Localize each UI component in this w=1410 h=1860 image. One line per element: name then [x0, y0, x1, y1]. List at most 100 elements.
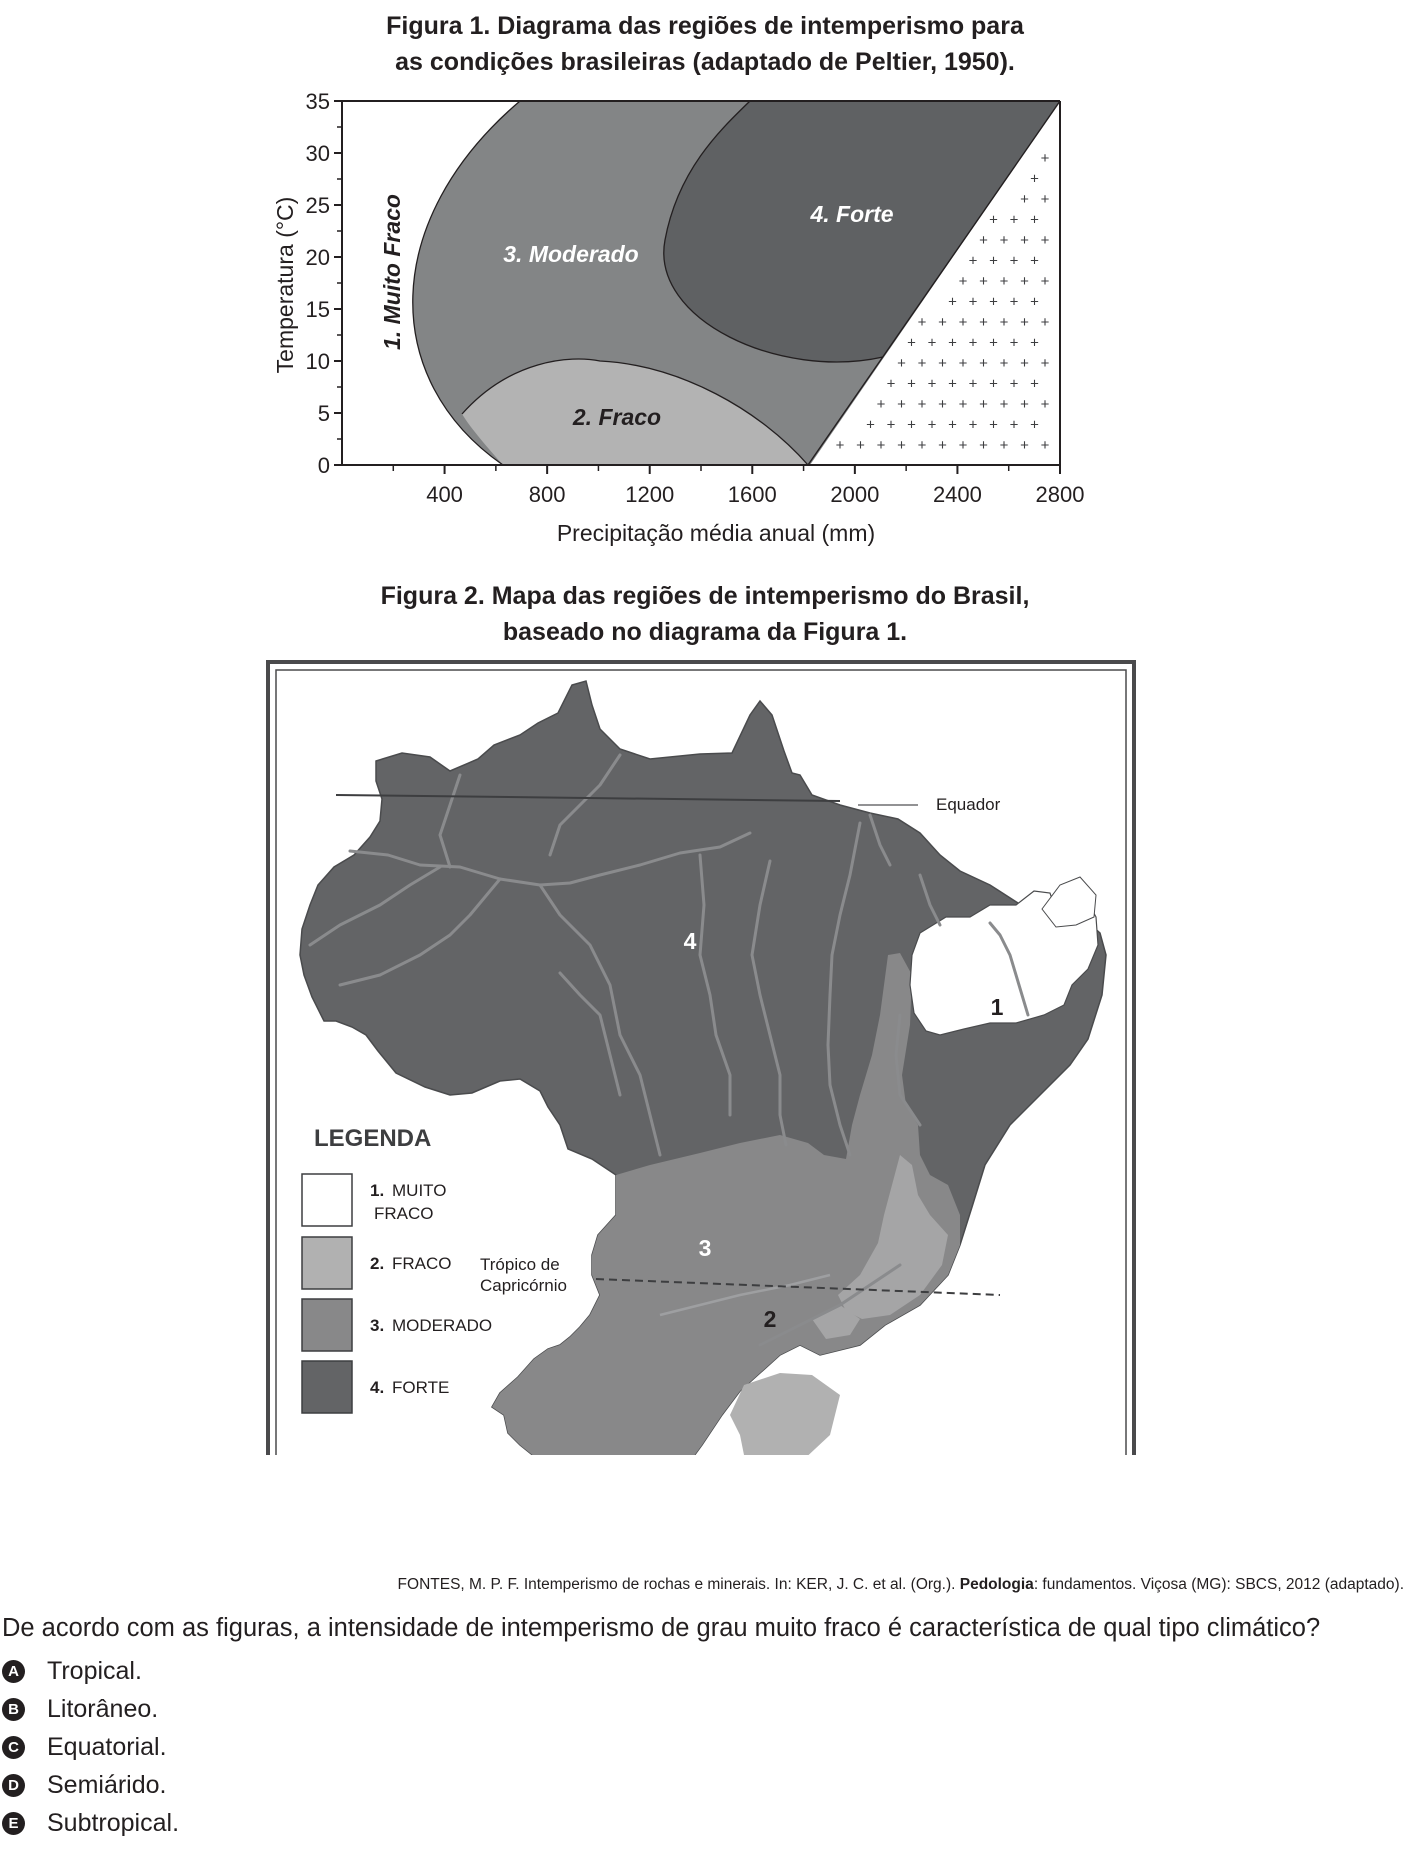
- plus-mark: +: [979, 314, 988, 331]
- plus-mark: +: [1000, 314, 1009, 331]
- y-tick-label: 35: [306, 89, 330, 114]
- plus-mark: +: [959, 355, 968, 372]
- plus-mark: +: [1000, 232, 1009, 249]
- legend-label-3: MODERADO: [392, 1316, 492, 1335]
- plus-mark: +: [1041, 437, 1050, 454]
- source-citation: FONTES, M. P. F. Intemperismo de rochas …: [0, 1576, 1404, 1594]
- plus-mark: +: [918, 437, 927, 454]
- option-a-text: Tropical.: [47, 1656, 142, 1685]
- plus-mark: +: [979, 396, 988, 413]
- plus-mark: +: [969, 335, 978, 352]
- figure2-title: Figura 2. Mapa das regiões de intemperis…: [0, 578, 1410, 650]
- plus-mark: +: [989, 335, 998, 352]
- y-tick-label: 0: [318, 453, 330, 478]
- plus-mark: +: [969, 417, 978, 434]
- plus-mark: +: [1041, 396, 1050, 413]
- source-bold: Pedologia: [959, 1576, 1034, 1593]
- region-fraco-outline: [461, 358, 809, 465]
- option-a-letter: A: [2, 1659, 25, 1683]
- legend-label-1b: FRACO: [374, 1204, 434, 1223]
- plus-mark: +: [1020, 232, 1029, 249]
- x-tick-label: 400: [426, 482, 463, 507]
- plus-mark: +: [918, 396, 927, 413]
- plus-mark: +: [907, 417, 916, 434]
- plus-mark: +: [969, 253, 978, 270]
- option-b[interactable]: B Litorâneo.: [2, 1692, 158, 1726]
- plus-mark: +: [1000, 437, 1009, 454]
- y-tick-label: 10: [306, 349, 330, 374]
- y-tick-label: 5: [318, 401, 330, 426]
- region-fraco-area: [462, 359, 808, 465]
- plus-mark: +: [979, 355, 988, 372]
- plus-mark: +: [989, 253, 998, 270]
- plus-mark: +: [907, 335, 916, 352]
- region-label-muito-fraco: 1. Muito Fraco: [379, 194, 405, 350]
- region-forte-outline: [663, 101, 884, 363]
- option-a[interactable]: A Tropical.: [2, 1654, 142, 1688]
- plus-mark: +: [1030, 335, 1039, 352]
- region-boundary-diagonal: [807, 101, 1060, 465]
- brazil-map-fraco-region-south: [730, 1373, 840, 1455]
- plus-mark: +: [948, 335, 957, 352]
- option-d[interactable]: D Semiárido.: [2, 1768, 167, 1802]
- plus-mark: +: [1020, 191, 1029, 208]
- legend-num-4: 4.: [370, 1378, 384, 1397]
- option-c[interactable]: C Equatorial.: [2, 1730, 167, 1764]
- tropic-line: [595, 1278, 1001, 1296]
- tropic-label-line1: Trópico de: [480, 1255, 560, 1274]
- river-parana: [659, 1273, 831, 1317]
- plus-mark: +: [928, 335, 937, 352]
- legend-num-1: 1.: [370, 1181, 384, 1200]
- tropic-label-line2: Capricórnio: [480, 1276, 567, 1295]
- x-tick-label: 1600: [728, 482, 777, 507]
- legend-num-2: 2.: [370, 1254, 384, 1273]
- map-number-2: 2: [764, 1306, 777, 1332]
- option-e[interactable]: E Subtropical.: [2, 1806, 179, 1840]
- plus-mark: +: [1000, 273, 1009, 290]
- source-part2: : fundamentos. Viçosa (MG): SBCS, 2012 (…: [1033, 1576, 1404, 1593]
- plus-mark: +: [979, 232, 988, 249]
- equator-label: Equador: [936, 795, 1001, 814]
- rivers: [308, 753, 1030, 1347]
- plus-mark: +: [1020, 273, 1029, 290]
- option-c-letter: C: [2, 1735, 25, 1759]
- option-d-text: Semiárido.: [47, 1770, 167, 1799]
- figure1-title-line2: as condições brasileiras (adaptado de Pe…: [395, 48, 1015, 76]
- plus-mark: +: [1010, 212, 1019, 229]
- plus-mark: +: [989, 212, 998, 229]
- plus-mark: +: [897, 355, 906, 372]
- brazil-map-fraco-region-southeast: [838, 1155, 948, 1319]
- plus-mark: +: [1041, 273, 1050, 290]
- plus-mark: +: [989, 376, 998, 393]
- plus-mark: +: [948, 376, 957, 393]
- plus-mark: +: [959, 314, 968, 331]
- legend-item-muito-fraco: 1. MUITO FRACO: [301, 1173, 446, 1227]
- plus-mark: +: [1030, 212, 1039, 229]
- plus-mark: +: [877, 396, 886, 413]
- x-tick-label: 800: [529, 482, 566, 507]
- plus-mark: +: [938, 355, 947, 372]
- plus-mark: +: [1041, 355, 1050, 372]
- plus-mark: +: [918, 314, 927, 331]
- brazil-map-muito-fraco-north: [1041, 876, 1097, 928]
- plus-mark: +: [938, 437, 947, 454]
- plus-mark: +: [1020, 396, 1029, 413]
- y-tick-label: 15: [306, 297, 330, 322]
- map-number-3: 3: [699, 1235, 712, 1261]
- figure2-title-line2: baseado no diagrama da Figura 1.: [502, 618, 908, 646]
- map-number-4: 4: [684, 928, 697, 954]
- plus-mark: +: [989, 294, 998, 311]
- plus-mark: +: [897, 437, 906, 454]
- brazil-weathering-map: Equador Trópico de Capricórnio 4 1 3 2 L…: [266, 660, 1136, 1455]
- plus-mark: +: [907, 376, 916, 393]
- plus-mark: +: [1030, 171, 1039, 188]
- plus-mark: +: [1041, 150, 1050, 167]
- y-tick-label: 25: [306, 193, 330, 218]
- region-forte-area: [663, 101, 1060, 362]
- plus-mark: +: [877, 437, 886, 454]
- plus-mark: +: [887, 376, 896, 393]
- plus-mark: +: [928, 417, 937, 434]
- plus-mark: +: [1010, 335, 1019, 352]
- y-tick-label: 30: [306, 141, 330, 166]
- plus-mark: +: [989, 417, 998, 434]
